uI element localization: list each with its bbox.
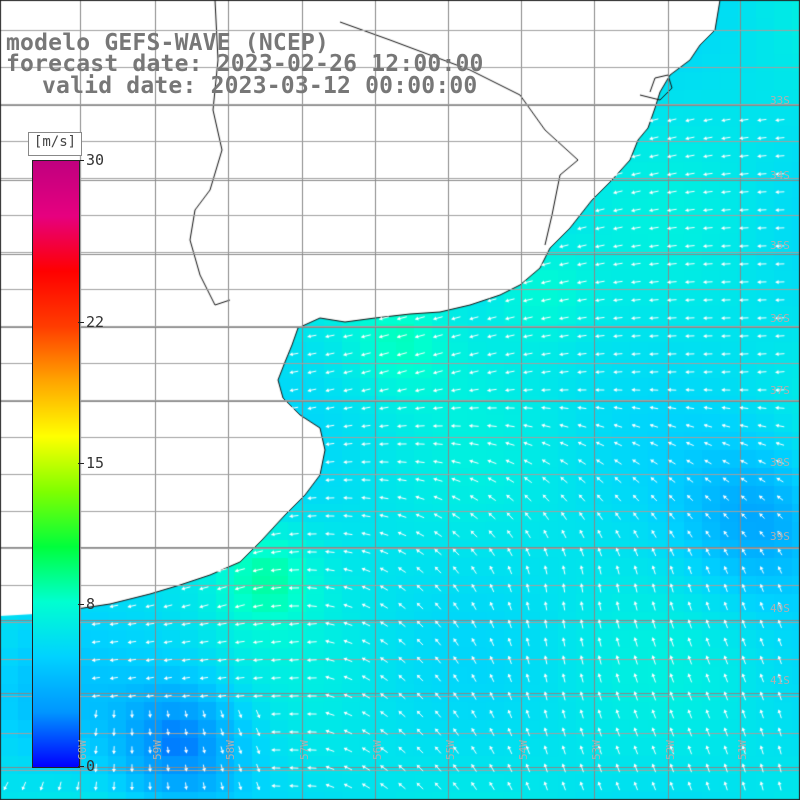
longitude-label: 53W	[590, 740, 603, 760]
longitude-label: 59W	[151, 740, 164, 760]
colorbar-tick-label: 22	[86, 312, 105, 331]
colorbar-tick-mark	[78, 604, 84, 606]
longitude-label: 57W	[298, 740, 311, 760]
model-title: modelo GEFS-WAVE (NCEP)	[6, 30, 330, 56]
colorbar-tick-label: 0	[86, 757, 96, 775]
colorbar-tick-label: 8	[86, 595, 96, 614]
latitude-label: 35S	[770, 239, 790, 252]
latitude-label: 38S	[770, 456, 790, 469]
longitude-label: 54W	[517, 740, 530, 760]
latitude-label: 37S	[770, 384, 790, 397]
colorbar-unit: [m/s]	[33, 134, 77, 150]
colorbar	[32, 160, 80, 768]
forecast-date: forecast date: 2023-02-26 12:00:00	[6, 51, 484, 77]
latitude-label: 34S	[770, 169, 790, 182]
latitude-label: 39S	[770, 530, 790, 543]
latitude-label: 41S	[770, 674, 790, 687]
longitude-label: 58W	[224, 740, 237, 760]
latitude-label: 36S	[770, 312, 790, 325]
longitude-label: 51W	[736, 740, 749, 760]
colorbar-tick-mark	[78, 766, 84, 767]
colorbar-tick-mark	[78, 321, 84, 323]
longitude-label: 56W	[371, 740, 384, 760]
colorbar-tick-label: 15	[86, 454, 105, 472]
longitude-label: 55W	[444, 740, 457, 760]
longitude-label: 52W	[664, 740, 677, 760]
valid-date: valid date: 2023-03-12 00:00:00	[42, 73, 478, 99]
colorbar-tick-mark	[78, 463, 84, 464]
longitude-label: 60W	[76, 740, 89, 760]
latitude-label: 40S	[770, 602, 790, 615]
latitude-label: 33S	[770, 94, 790, 107]
colorbar-tick-label: 30	[86, 151, 105, 169]
colorbar-tick-mark	[78, 160, 84, 161]
colorbar-unit-box: [m/s]	[28, 132, 82, 156]
